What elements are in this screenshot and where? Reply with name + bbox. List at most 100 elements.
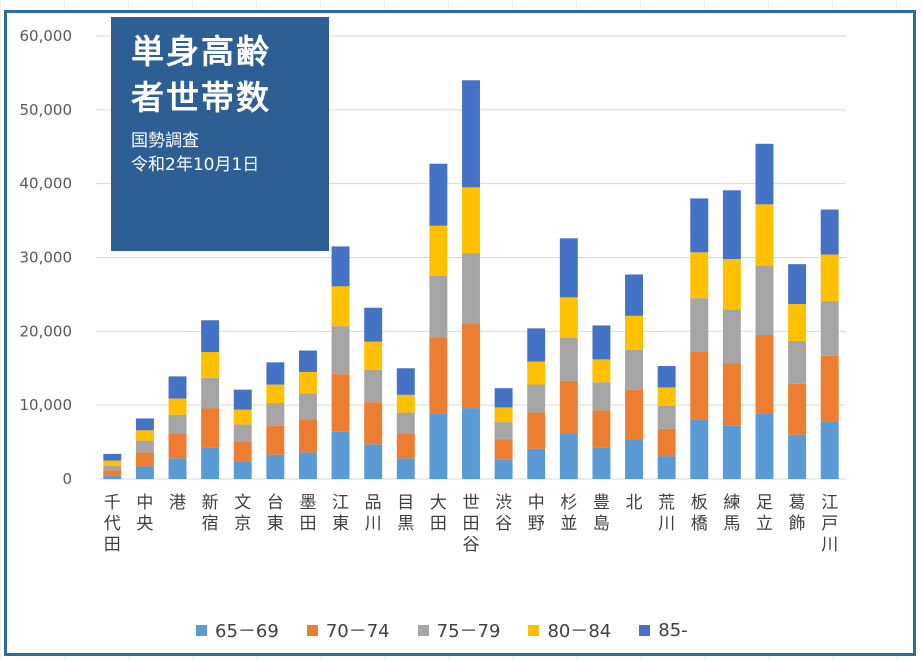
bar-segment-65-69[interactable] [298, 452, 317, 479]
bar-segment-65-69[interactable] [755, 414, 774, 479]
bar-segment-85-[interactable] [233, 389, 252, 410]
bar-segment-80-84[interactable] [494, 407, 513, 423]
legend-item[interactable]: 80－84 [528, 617, 611, 643]
bar-segment-80-84[interactable] [233, 409, 252, 425]
bar-segment-70-74[interactable] [494, 439, 513, 460]
bar-segment-65-69[interactable] [625, 439, 644, 479]
bar-segment-85-[interactable] [201, 320, 220, 353]
bar-segment-75-79[interactable] [364, 369, 383, 403]
bar-segment-80-84[interactable] [788, 304, 807, 341]
bar-segment-75-79[interactable] [266, 402, 285, 426]
bar-segment-75-79[interactable] [462, 253, 480, 324]
bar-segment-75-79[interactable] [331, 326, 350, 375]
bar-segment-70-74[interactable] [168, 433, 187, 459]
bar-segment-70-74[interactable] [690, 352, 709, 420]
bar-segment-80-84[interactable] [755, 204, 774, 266]
bar-segment-70-74[interactable] [820, 355, 839, 422]
bar-segment-80-84[interactable] [168, 398, 187, 415]
bar-segment-80-84[interactable] [266, 384, 285, 403]
bar-segment-65-69[interactable] [429, 414, 448, 479]
bar-segment-70-74[interactable] [103, 470, 122, 476]
bar-segment-80-84[interactable] [820, 254, 839, 302]
bar-segment-80-84[interactable] [201, 352, 220, 378]
bar-segment-75-79[interactable] [592, 382, 611, 411]
bar-segment-80-84[interactable] [298, 371, 317, 394]
legend-item[interactable]: 70－74 [306, 617, 390, 643]
bar-segment-85-[interactable] [103, 453, 122, 461]
bar-segment-75-79[interactable] [690, 298, 709, 353]
bar-segment-75-79[interactable] [298, 393, 317, 420]
bar-segment-80-84[interactable] [657, 387, 676, 406]
bar-segment-65-69[interactable] [657, 456, 676, 479]
legend-item[interactable]: 65－69 [196, 617, 279, 643]
bar-segment-70-74[interactable] [722, 363, 741, 426]
bar-segment-85-[interactable] [722, 190, 741, 259]
bar-segment-70-74[interactable] [657, 428, 676, 457]
bar-segment-85-[interactable] [559, 238, 578, 298]
bar-segment-80-84[interactable] [396, 394, 415, 413]
bar-segment-75-79[interactable] [527, 384, 546, 413]
bar-segment-70-74[interactable] [396, 433, 415, 459]
bar-segment-75-79[interactable] [657, 405, 676, 429]
bar-segment-65-69[interactable] [559, 433, 578, 479]
bar-segment-65-69[interactable] [494, 459, 513, 479]
bar-segment-85-[interactable] [592, 325, 611, 360]
bar-segment-70-74[interactable] [233, 441, 252, 463]
bar-segment-85-[interactable] [625, 274, 644, 316]
bar-segment-80-84[interactable] [625, 315, 644, 350]
bar-segment-75-79[interactable] [103, 465, 122, 471]
bar-segment-65-69[interactable] [592, 447, 611, 479]
bar-segment-70-74[interactable] [364, 402, 383, 445]
bar-segment-80-84[interactable] [559, 297, 578, 338]
bar-segment-80-84[interactable] [527, 361, 546, 385]
chart-title-box[interactable]: 単身高齢 者世帯数 国勢調査 令和2年10月1日 [111, 17, 329, 251]
bar-segment-70-74[interactable] [201, 408, 220, 448]
bar-segment-70-74[interactable] [788, 383, 807, 435]
bar-segment-70-74[interactable] [462, 323, 480, 409]
bar-segment-80-84[interactable] [722, 258, 741, 310]
bar-segment-65-69[interactable] [266, 454, 285, 479]
bar-segment-80-84[interactable] [364, 341, 383, 370]
bar-segment-70-74[interactable] [527, 412, 546, 449]
bar-segment-70-74[interactable] [625, 389, 644, 440]
bar-segment-80-84[interactable] [462, 187, 480, 254]
bar-segment-65-69[interactable] [527, 448, 546, 479]
bar-segment-75-79[interactable] [168, 414, 187, 434]
bar-segment-75-79[interactable] [494, 422, 513, 440]
bar-segment-80-84[interactable] [135, 430, 154, 441]
bar-segment-70-74[interactable] [331, 374, 350, 432]
bar-segment-85-[interactable] [462, 80, 480, 188]
bar-segment-75-79[interactable] [135, 440, 154, 453]
bar-segment-65-69[interactable] [364, 444, 383, 479]
bar-segment-85-[interactable] [331, 246, 350, 287]
bar-segment-85-[interactable] [690, 198, 709, 253]
bar-segment-70-74[interactable] [266, 425, 285, 455]
bar-segment-70-74[interactable] [755, 335, 774, 415]
bar-segment-70-74[interactable] [298, 419, 317, 453]
bar-segment-65-69[interactable] [168, 458, 187, 479]
bar-segment-75-79[interactable] [755, 265, 774, 336]
bar-segment-75-79[interactable] [559, 337, 578, 381]
bar-segment-85-[interactable] [494, 388, 513, 408]
bar-segment-80-84[interactable] [331, 286, 350, 327]
bar-segment-65-69[interactable] [690, 419, 709, 479]
legend-item[interactable]: 75－79 [417, 617, 500, 643]
bar-segment-65-69[interactable] [788, 434, 807, 479]
bar-segment-75-79[interactable] [396, 412, 415, 434]
bar-segment-70-74[interactable] [429, 337, 448, 415]
bar-segment-65-69[interactable] [396, 458, 415, 479]
bar-segment-85-[interactable] [429, 163, 448, 226]
bar-segment-70-74[interactable] [135, 452, 154, 467]
bar-segment-85-[interactable] [364, 307, 383, 342]
bar-segment-85-[interactable] [135, 418, 154, 431]
bar-segment-65-69[interactable] [331, 431, 350, 479]
bar-segment-80-84[interactable] [690, 252, 709, 299]
bar-segment-85-[interactable] [298, 350, 317, 372]
bar-segment-70-74[interactable] [559, 380, 578, 434]
bar-segment-65-69[interactable] [135, 466, 154, 479]
bar-segment-85-[interactable] [168, 376, 187, 399]
bar-segment-65-69[interactable] [103, 475, 122, 479]
bar-segment-85-[interactable] [755, 143, 774, 205]
bar-segment-75-79[interactable] [820, 301, 839, 356]
bar-segment-85-[interactable] [820, 209, 839, 255]
